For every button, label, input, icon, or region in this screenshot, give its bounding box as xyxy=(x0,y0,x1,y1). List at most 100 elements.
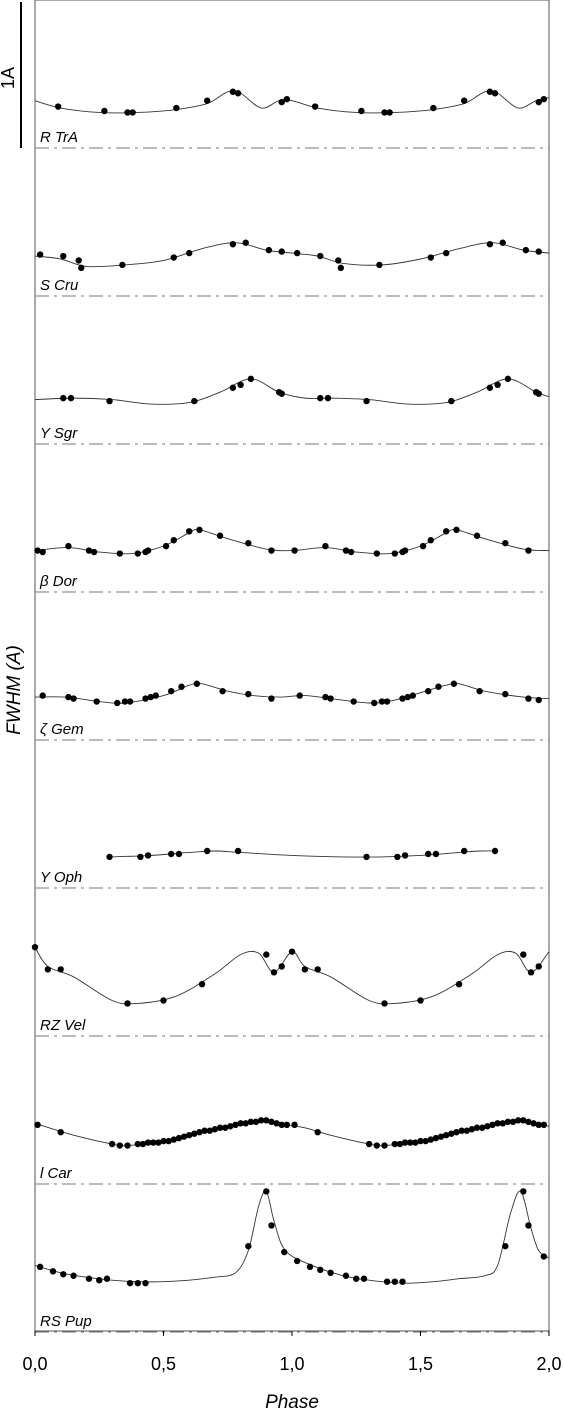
data-point xyxy=(463,1127,470,1134)
data-point xyxy=(139,1140,147,1148)
data-point xyxy=(288,948,296,955)
data-point xyxy=(237,1120,244,1127)
data-point xyxy=(142,1279,149,1287)
data-point xyxy=(491,90,499,97)
data-point xyxy=(514,1117,522,1124)
x-tick-label: 0,5 xyxy=(151,1354,176,1374)
data-point xyxy=(535,390,542,397)
data-point xyxy=(60,394,67,402)
data-point xyxy=(494,381,501,388)
data-point xyxy=(427,537,434,544)
star-label: Y Oph xyxy=(40,869,82,886)
data-point xyxy=(124,1142,131,1149)
data-point xyxy=(173,104,180,112)
data-point xyxy=(34,547,41,554)
data-point xyxy=(229,241,237,248)
data-point xyxy=(103,1275,111,1282)
data-point xyxy=(168,687,175,695)
panels: R TrA S Cru Y Sgr β Dor ζ Gem Y Oph RZ Vel l Ca… xyxy=(31,88,550,1333)
data-point xyxy=(455,981,463,988)
data-point xyxy=(435,683,442,690)
data-point xyxy=(293,249,301,257)
data-point xyxy=(432,1134,440,1142)
data-point xyxy=(34,1121,41,1129)
panel-4: ζ Gem xyxy=(34,680,550,741)
data-point xyxy=(386,109,393,116)
data-point xyxy=(67,394,75,402)
data-point xyxy=(268,1118,275,1126)
data-point xyxy=(337,264,345,272)
data-point xyxy=(443,249,450,257)
data-point xyxy=(291,547,298,554)
panel-8: RS Pup xyxy=(34,1188,550,1333)
data-point xyxy=(311,103,319,110)
data-point xyxy=(268,1222,275,1229)
data-point xyxy=(363,397,370,405)
data-point xyxy=(535,1121,542,1129)
x-tick-label: 1,5 xyxy=(408,1354,433,1374)
data-point xyxy=(211,1126,219,1133)
data-point xyxy=(540,95,548,103)
data-point xyxy=(108,1140,116,1148)
data-point xyxy=(114,699,121,707)
data-point xyxy=(522,246,530,254)
data-point xyxy=(54,103,62,110)
data-point xyxy=(168,850,175,858)
data-point xyxy=(263,1188,270,1195)
data-point xyxy=(65,542,72,550)
data-point xyxy=(191,1130,198,1137)
data-point xyxy=(201,1127,208,1134)
data-point xyxy=(234,847,242,855)
data-point xyxy=(160,997,167,1004)
data-point xyxy=(196,526,203,534)
data-point xyxy=(170,254,177,261)
data-point xyxy=(119,261,126,269)
data-point xyxy=(252,1118,260,1126)
data-point xyxy=(324,394,332,402)
data-point xyxy=(263,951,270,958)
data-point xyxy=(478,1124,486,1131)
data-point xyxy=(60,1271,67,1278)
data-point xyxy=(317,394,324,402)
data-point xyxy=(152,692,159,699)
data-point xyxy=(430,104,437,112)
data-point xyxy=(422,1137,429,1145)
data-point xyxy=(70,695,77,702)
data-point xyxy=(540,1253,548,1260)
data-point xyxy=(453,526,460,534)
data-point xyxy=(219,687,226,695)
data-point xyxy=(419,542,427,550)
data-point xyxy=(196,1129,203,1136)
data-point xyxy=(335,257,342,264)
data-point xyxy=(484,1123,491,1130)
data-point xyxy=(486,88,494,95)
data-point xyxy=(36,251,44,258)
data-point xyxy=(278,98,285,106)
data-point xyxy=(432,850,440,858)
data-point xyxy=(75,257,82,264)
data-point xyxy=(443,1131,450,1139)
data-point xyxy=(281,1248,288,1256)
data-point xyxy=(203,97,211,104)
data-point xyxy=(383,698,391,705)
data-point xyxy=(263,1117,270,1124)
data-point xyxy=(85,1275,93,1282)
data-point xyxy=(93,698,100,705)
data-point xyxy=(401,1139,409,1146)
data-point xyxy=(283,95,291,103)
data-point xyxy=(229,384,237,391)
data-point xyxy=(504,375,512,383)
data-point xyxy=(101,107,108,115)
data-point xyxy=(186,1131,193,1139)
data-point xyxy=(322,693,329,701)
data-point xyxy=(491,847,499,855)
data-point xyxy=(283,1121,291,1129)
data-point xyxy=(373,1142,381,1149)
data-point xyxy=(129,109,136,116)
data-point xyxy=(365,1140,373,1148)
data-point xyxy=(245,1242,252,1250)
panel-6: RZ Vel xyxy=(31,944,550,1037)
data-point xyxy=(44,966,52,973)
data-point xyxy=(124,1000,131,1007)
